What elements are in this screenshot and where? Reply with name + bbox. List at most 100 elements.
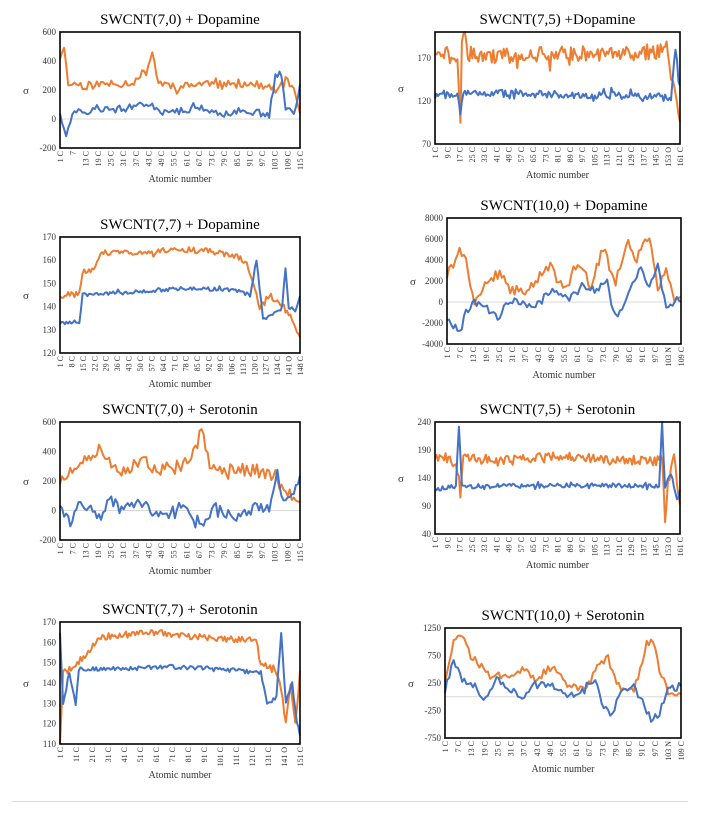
x-tick-label: 73 C — [208, 543, 217, 558]
x-tick-label: 57 C — [147, 356, 156, 371]
y-tick-label: 240 — [418, 417, 432, 427]
x-tick-label: 25 C — [493, 741, 502, 756]
plot-frame — [446, 217, 682, 345]
x-tick-label: 85 C — [233, 543, 242, 558]
y-tick-label: -200 — [40, 535, 57, 545]
orange-series-line — [59, 629, 301, 745]
plot-frame — [59, 31, 301, 149]
x-axis-label: Atomic number — [148, 174, 212, 185]
x-tick-label: 31 C — [119, 151, 128, 166]
x-tick-label: 103 C — [271, 151, 280, 170]
x-tick-label: 105 C — [590, 537, 599, 556]
x-tick-label: 97 C — [258, 543, 267, 558]
x-tick-label: 36 C — [113, 356, 122, 371]
x-axis-label: Atomic number — [532, 370, 596, 381]
x-tick-label: 21 C — [88, 747, 97, 762]
chart-title: SWCNT(7,7) + Serotonin — [102, 602, 258, 618]
y-tick-label: -2000 — [422, 318, 443, 328]
x-tick-label: 7 C — [69, 543, 78, 554]
plot-frame — [59, 236, 301, 354]
y-tick-label: 140 — [43, 678, 57, 688]
x-tick-label: 61 C — [572, 741, 581, 756]
blue-series-line — [59, 632, 301, 736]
orange-series-line — [59, 428, 301, 504]
y-tick-label: 130 — [43, 325, 57, 335]
y-tick-label: 600 — [43, 417, 57, 427]
x-tick-label: 81 C — [554, 537, 563, 552]
x-tick-label: 97 C — [578, 147, 587, 162]
x-tick-label: 121 C — [615, 147, 624, 166]
y-tick-label: 8000 — [425, 213, 444, 223]
blue-series-line — [59, 70, 301, 138]
chart-swcnt70-serotonin: SWCNT(7,0) + Serotonin 600 400 200 0 -200 σ 1 C… — [8, 392, 308, 592]
y-tick-label: 70 — [422, 139, 432, 149]
y-axis-label: σ — [23, 290, 29, 302]
x-tick-label: 41 C — [492, 147, 501, 162]
y-tick-label: 160 — [43, 637, 57, 647]
y-tick-label: 0 — [52, 114, 57, 124]
blue-series-line — [444, 659, 682, 723]
x-tick-label: 113 C — [239, 356, 248, 375]
x-tick-label: 148 C — [296, 356, 305, 375]
x-tick-label: 79 C — [612, 347, 621, 362]
x-tick-label: 91 C — [245, 543, 254, 558]
blue-series-line — [446, 262, 682, 332]
blue-series-line — [434, 421, 681, 501]
chart-svg: SWCNT(7,0) + Serotonin 600 400 200 0 -200 σ 1 C… — [23, 402, 305, 577]
x-tick-label: 151 C — [296, 747, 305, 766]
chart-title: SWCNT(10,0) + Serotonin — [481, 608, 645, 624]
x-tick-label: 31 C — [508, 347, 517, 362]
x-tick-label: 121 C — [615, 537, 624, 556]
y-tick-label: 140 — [43, 302, 57, 312]
x-tick-label: 81 C — [184, 747, 193, 762]
y-tick-label: 0 — [52, 506, 57, 516]
y-tick-label: 250 — [428, 678, 442, 688]
x-tick-label: 141 O — [280, 747, 289, 767]
x-tick-label: 145 C — [652, 147, 661, 166]
x-tick-label: 73 C — [599, 347, 608, 362]
y-tick-label: 120 — [43, 348, 57, 358]
y-tick-label: -200 — [40, 143, 57, 153]
x-tick-label: 31 C — [104, 747, 113, 762]
x-tick-label: 9 C — [443, 147, 452, 158]
x-tick-label: 25 C — [468, 147, 477, 162]
x-tick-label: 97 C — [578, 537, 587, 552]
x-tick-label: 1 C — [56, 151, 65, 162]
x-tick-label: 85 C — [625, 741, 634, 756]
y-tick-label: 120 — [43, 719, 57, 729]
x-tick-label: 61 C — [182, 543, 191, 558]
y-axis-label: σ — [23, 85, 29, 97]
y-axis-label: σ — [398, 83, 404, 95]
x-tick-label: 19 C — [94, 151, 103, 166]
orange-series-line — [446, 237, 682, 306]
x-tick-label: 31 C — [119, 543, 128, 558]
y-tick-label: 150 — [43, 278, 57, 288]
x-tick-label: 109 C — [677, 741, 686, 760]
x-tick-label: 55 C — [170, 151, 179, 166]
y-tick-label: 170 — [43, 617, 57, 627]
orange-series-line — [59, 46, 301, 114]
chart-svg: SWCNT(10,0) + Serotonin 1250 750 250 -250 -75… — [408, 608, 686, 775]
y-tick-label: 750 — [428, 651, 442, 661]
x-tick-label: 55 C — [560, 347, 569, 362]
x-tick-label: 7 C — [456, 347, 465, 358]
chart-title: SWCNT(7,5) +Dopamine — [480, 12, 636, 28]
x-tick-label: 103 C — [271, 543, 280, 562]
x-tick-label: 129 C — [627, 537, 636, 556]
x-tick-label: 49 C — [157, 543, 166, 558]
x-tick-label: 137 C — [639, 147, 648, 166]
x-tick-label: 19 C — [94, 543, 103, 558]
x-tick-label: 13 C — [467, 741, 476, 756]
x-tick-label: 91 C — [200, 747, 209, 762]
y-tick-label: -4000 — [422, 339, 443, 349]
x-tick-label: 1 C — [431, 147, 440, 158]
x-tick-label: 43 C — [144, 543, 153, 558]
chart-title: SWCNT(7,5) + Serotonin — [480, 402, 636, 418]
x-tick-label: 43 C — [533, 741, 542, 756]
y-tick-label: 190 — [418, 445, 432, 455]
x-tick-label: 25 C — [107, 543, 116, 558]
y-tick-label: 400 — [43, 56, 57, 66]
y-tick-label: 4000 — [425, 255, 444, 265]
x-axis-label: Atomic number — [531, 764, 595, 775]
